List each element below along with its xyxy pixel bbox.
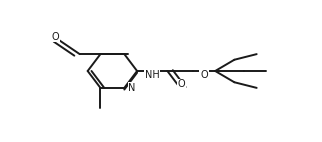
Text: O: O: [178, 79, 185, 89]
Text: O: O: [52, 32, 60, 42]
Text: NH: NH: [145, 70, 160, 80]
Text: O: O: [200, 70, 208, 80]
Text: N: N: [128, 83, 136, 93]
